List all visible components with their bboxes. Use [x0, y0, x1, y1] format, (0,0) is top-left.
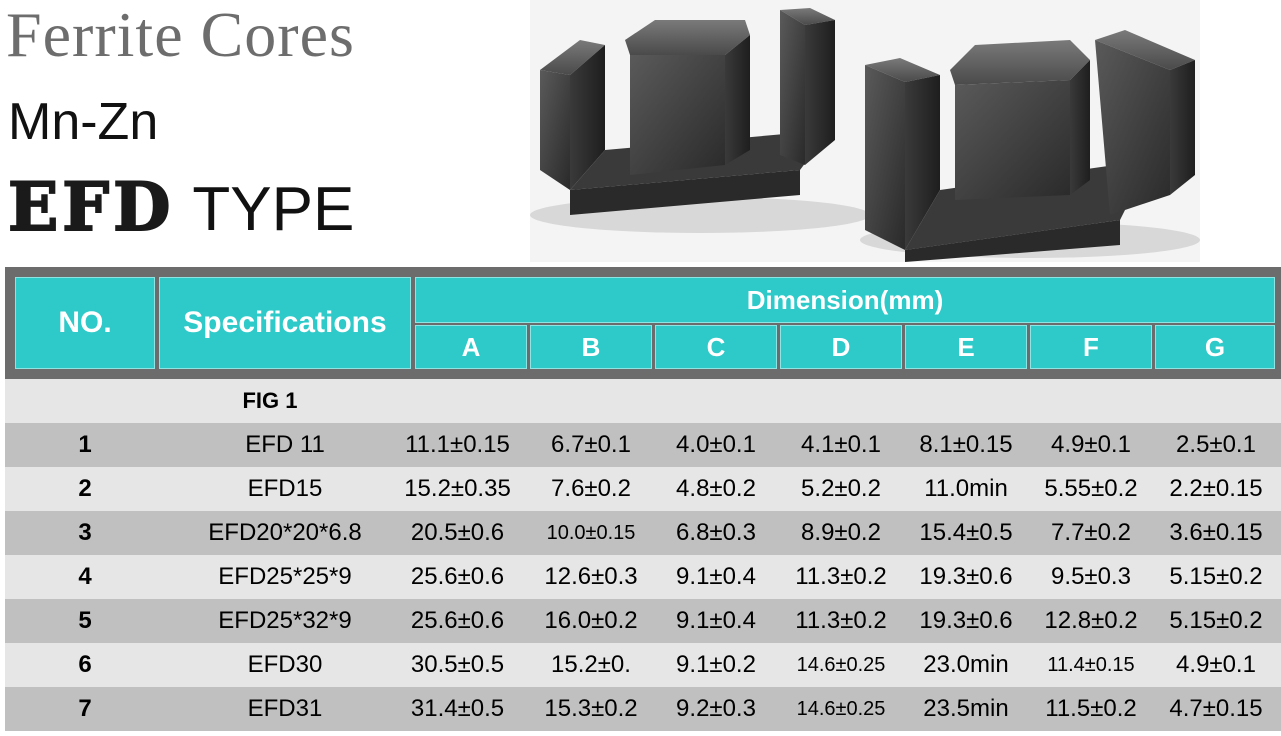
- cell-f: 11.5±0.2: [1045, 695, 1137, 722]
- material-label: Mn-Zn: [8, 93, 159, 151]
- row-no: 1: [78, 431, 92, 458]
- row-spec: EFD15: [247, 475, 323, 502]
- cell-e: 19.3±0.6: [919, 563, 1013, 590]
- column-header-no: NO.: [15, 277, 155, 369]
- column-header-f: F: [1030, 325, 1152, 369]
- column-header-b: B: [530, 325, 652, 369]
- cell-g: 2.5±0.1: [1176, 431, 1256, 458]
- cell-d: 8.9±0.2: [801, 519, 881, 546]
- cell-c: 9.1±0.4: [676, 607, 756, 634]
- row-no: 6: [78, 651, 92, 678]
- cell-c: 4.8±0.2: [676, 475, 756, 502]
- table-row: 7 EFD31 31.4±0.5 15.3±0.2 9.2±0.3 14.6±0…: [5, 687, 1281, 731]
- table-row: 1 EFD 11 11.1±0.15 6.7±0.1 4.0±0.1 4.1±0…: [5, 423, 1281, 467]
- cell-b: 16.0±0.2: [544, 607, 638, 634]
- cell-a: 30.5±0.5: [410, 651, 505, 678]
- cell-c: 4.0±0.1: [676, 431, 756, 458]
- core-type-suffix: TYPE: [192, 175, 355, 244]
- cell-d: 4.1±0.1: [801, 431, 881, 458]
- table-header: NO. Specifications Dimension(mm) A B C D…: [5, 267, 1281, 379]
- cell-b: 15.2±0.: [551, 651, 631, 678]
- table-row: 5 EFD25*32*9 25.6±0.6 16.0±0.2 9.1±0.4 1…: [5, 599, 1281, 643]
- cell-c: 9.1±0.4: [676, 563, 756, 590]
- row-no: 4: [78, 563, 92, 590]
- cell-d: 14.6±0.25: [796, 653, 886, 676]
- cell-b: 6.7±0.1: [551, 431, 631, 458]
- cell-e: 8.1±0.15: [919, 431, 1013, 458]
- cell-g: 4.9±0.1: [1176, 651, 1256, 678]
- cell-b: 15.3±0.2: [544, 695, 638, 722]
- table-row: 2 EFD15 15.2±0.35 7.6±0.2 4.8±0.2 5.2±0.…: [5, 467, 1281, 511]
- cell-b: 10.0±0.15: [546, 521, 636, 544]
- cell-g: 5.15±0.2: [1169, 563, 1263, 590]
- cell-e: 11.0min: [924, 475, 1008, 502]
- cell-c: 9.1±0.2: [676, 651, 756, 678]
- fig-label: FIG 1: [242, 388, 298, 413]
- cell-f: 11.4±0.15: [1047, 653, 1135, 676]
- cell-e: 15.4±0.5: [919, 519, 1013, 546]
- row-spec: EFD20*20*6.8: [208, 519, 362, 546]
- cell-a: 25.6±0.6: [410, 563, 505, 590]
- cell-a: 31.4±0.5: [410, 695, 505, 722]
- column-header-c: C: [655, 325, 777, 369]
- row-no: 7: [78, 695, 92, 722]
- cell-c: 6.8±0.3: [676, 519, 756, 546]
- cell-a: 25.6±0.6: [410, 607, 505, 634]
- column-header-d: D: [780, 325, 902, 369]
- cell-f: 7.7±0.2: [1051, 519, 1131, 546]
- cell-g: 4.7±0.15: [1169, 695, 1263, 722]
- row-spec: EFD25*25*9: [218, 563, 352, 590]
- cell-e: 19.3±0.6: [919, 607, 1013, 634]
- table-body: FIG 1 1 EFD 11 11.1±0.15 6.7±0.1 4.0±0.1…: [5, 379, 1281, 736]
- cell-d: 11.3±0.2: [795, 563, 887, 590]
- column-header-dimension: Dimension(mm): [415, 277, 1275, 323]
- cell-f: 5.55±0.2: [1044, 475, 1138, 502]
- table-row: 4 EFD25*25*9 25.6±0.6 12.6±0.3 9.1±0.4 1…: [5, 555, 1281, 599]
- page-title: Ferrite Cores: [6, 0, 355, 70]
- cell-a: 20.5±0.6: [410, 519, 505, 546]
- cell-g: 5.15±0.2: [1169, 607, 1263, 634]
- row-no: 5: [78, 607, 92, 634]
- cell-e: 23.0min: [923, 651, 1009, 678]
- cell-g: 2.2±0.15: [1169, 475, 1263, 502]
- cell-b: 12.6±0.3: [544, 563, 638, 590]
- cell-c: 9.2±0.3: [676, 695, 756, 722]
- row-no: 2: [78, 475, 92, 502]
- row-spec: EFD30: [247, 651, 323, 678]
- cell-f: 4.9±0.1: [1051, 431, 1131, 458]
- column-header-e: E: [905, 325, 1027, 369]
- cell-f: 9.5±0.3: [1051, 563, 1131, 590]
- fig-row: FIG 1: [5, 379, 1281, 423]
- cell-a: 15.2±0.35: [404, 475, 511, 502]
- row-spec: EFD 11: [245, 431, 325, 458]
- cell-b: 7.6±0.2: [551, 475, 631, 502]
- row-spec: EFD31: [247, 695, 323, 722]
- table-row: 3 EFD20*20*6.8 20.5±0.6 10.0±0.15 6.8±0.…: [5, 511, 1281, 555]
- cell-d: 11.3±0.2: [795, 607, 887, 634]
- cell-d: 14.6±0.25: [796, 697, 886, 720]
- cell-d: 5.2±0.2: [801, 475, 881, 502]
- core-type-title: EFD TYPE: [7, 167, 355, 247]
- cell-e: 23.5min: [923, 695, 1009, 722]
- row-no: 3: [78, 519, 92, 546]
- efd-core-photo: [530, 0, 1200, 262]
- cell-f: 12.8±0.2: [1044, 607, 1138, 634]
- column-header-g: G: [1155, 325, 1275, 369]
- column-header-specifications: Specifications: [159, 277, 411, 369]
- row-spec: EFD25*32*9: [218, 607, 352, 634]
- cell-a: 11.1±0.15: [405, 431, 510, 458]
- core-type-name: EFD: [7, 167, 175, 247]
- table-row: 6 EFD30 30.5±0.5 15.2±0. 9.1±0.2 14.6±0.…: [5, 643, 1281, 687]
- cell-g: 3.6±0.15: [1169, 519, 1263, 546]
- column-header-a: A: [415, 325, 527, 369]
